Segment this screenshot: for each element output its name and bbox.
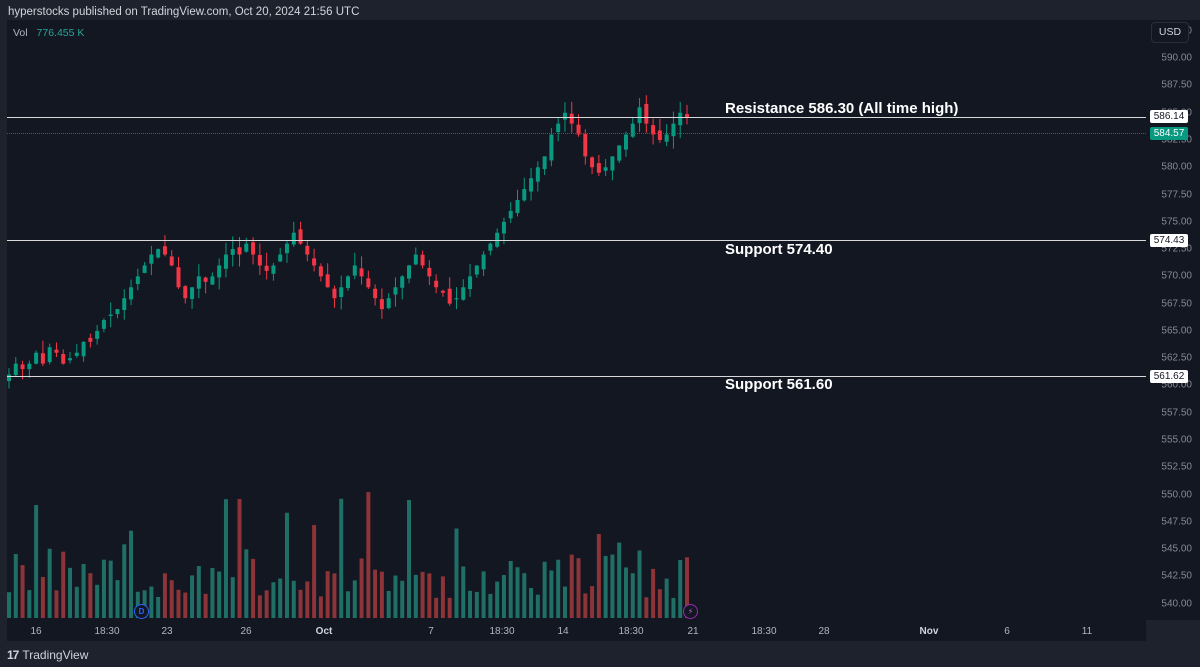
support-574-price-tag: 574.43	[1150, 234, 1188, 247]
time-tick: Nov	[919, 626, 939, 637]
time-tick: 18:30	[94, 626, 120, 637]
time-tick: 18:30	[618, 626, 644, 637]
price-tick: 590.00	[1161, 52, 1192, 64]
volume-legend: Vol 776.455 K	[13, 27, 84, 39]
price-tick: 547.50	[1161, 516, 1192, 528]
time-tick: 11	[1081, 626, 1093, 637]
time-tick: 18:30	[751, 626, 777, 637]
price-tick: 550.00	[1161, 489, 1192, 501]
time-tick: 21	[687, 626, 699, 637]
footer-brand: 17 TradingView	[7, 648, 88, 662]
resistance-line[interactable]	[7, 117, 1146, 118]
support-line-574[interactable]	[7, 240, 1146, 241]
tradingview-logo-icon: 17	[7, 648, 19, 662]
time-tick: 6	[1004, 626, 1010, 637]
price-tick: 570.00	[1161, 270, 1192, 282]
price-tick: 555.00	[1161, 434, 1192, 446]
price-tick: 565.00	[1161, 325, 1192, 337]
chart-area[interactable]	[7, 20, 1146, 641]
time-axis[interactable]: 16 18:30 23 26 Oct 7 18:30 14 18:30 21 18:30 28 Nov 6…	[7, 620, 1146, 641]
last-price-line	[7, 133, 1146, 134]
time-tick: 26	[240, 626, 252, 637]
price-tick: 575.00	[1161, 216, 1192, 228]
price-tick: 542.50	[1161, 570, 1192, 582]
price-tick: 580.00	[1161, 161, 1192, 173]
brand-name: TradingView	[22, 648, 89, 662]
price-tick: 560.00	[1161, 379, 1192, 391]
chart-pane[interactable]: Vol 776.455 K	[7, 20, 1146, 620]
currency-button[interactable]: USD	[1151, 22, 1189, 43]
time-tick: 16	[30, 626, 42, 637]
support-line-561[interactable]	[7, 376, 1146, 377]
volume-label: Vol	[13, 27, 28, 39]
time-tick: 7	[428, 626, 434, 637]
dividend-marker-icon[interactable]: D	[134, 604, 149, 619]
time-tick: 14	[557, 626, 569, 637]
time-tick: 28	[818, 626, 830, 637]
price-tick: 557.50	[1161, 407, 1192, 419]
resistance-price-tag: 586.14	[1150, 110, 1188, 123]
earnings-marker-icon[interactable]: ⚡	[683, 604, 698, 619]
price-tick: 577.50	[1161, 189, 1192, 201]
price-tick: 587.50	[1161, 79, 1192, 91]
price-tick: 572.50	[1161, 243, 1192, 255]
time-tick: 18:30	[489, 626, 515, 637]
price-tick: 567.50	[1161, 298, 1192, 310]
candlestick-plot	[7, 95, 689, 618]
support-label-561: Support 561.60	[725, 376, 833, 393]
last-price-tag: 584.57	[1150, 127, 1188, 140]
volume-value: 776.455 K	[36, 27, 85, 39]
publish-info: hyperstocks published on TradingView.com…	[8, 6, 360, 18]
price-tick: 562.50	[1161, 352, 1192, 364]
resistance-label: Resistance 586.30 (All time high)	[725, 100, 959, 117]
price-tick: 545.00	[1161, 543, 1192, 555]
time-tick: 23	[161, 626, 173, 637]
support-label-574: Support 574.40	[725, 241, 833, 258]
price-tick: 540.00	[1161, 598, 1192, 610]
price-tick: 582.50	[1161, 134, 1192, 146]
price-tick: 552.50	[1161, 461, 1192, 473]
support-561-price-tag: 561.62	[1150, 370, 1188, 383]
time-tick: Oct	[315, 626, 333, 637]
